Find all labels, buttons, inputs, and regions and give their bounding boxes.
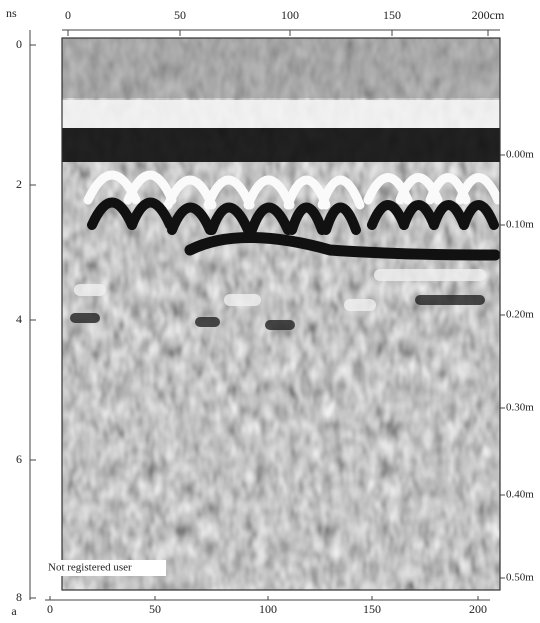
watermark-label: Not registered user xyxy=(48,562,132,574)
right-tick-label: 0.10m xyxy=(506,219,534,231)
right-tick-label: 0.40m xyxy=(506,489,534,501)
top-tick-label: 100 xyxy=(281,8,299,22)
left-tick-label: 8 xyxy=(16,590,22,604)
bottom-tick-label: 100 xyxy=(259,602,277,616)
bottom-tick-label: 200 xyxy=(469,602,487,616)
radargram-figure: ns 0 50 100 150 200cm 0 2 4 6 8 0.00m 0.10m 0.20m 0.30… xyxy=(0,0,540,623)
right-tick-label: 0.20m xyxy=(506,309,534,321)
right-tick-label: 0.00m xyxy=(506,149,534,161)
left-tick-label: 6 xyxy=(16,452,22,466)
left-tick-label: 4 xyxy=(16,312,22,326)
top-tick-label: 50 xyxy=(174,8,186,22)
bottom-tick-label: 0 xyxy=(47,602,53,616)
top-tick-label: 0 xyxy=(65,8,71,22)
left-tick-label: 0 xyxy=(16,37,22,51)
bottom-tick-label: 50 xyxy=(149,602,161,616)
left-tick-label: 2 xyxy=(16,177,22,191)
top-tick-label: 150 xyxy=(383,8,401,22)
corner-label: ns xyxy=(6,6,17,20)
right-tick-label: 0.30m xyxy=(506,402,534,414)
right-tick-label: 0.50m xyxy=(506,572,534,584)
bottom-corner-label: a xyxy=(11,604,17,618)
bottom-tick-label: 150 xyxy=(363,602,381,616)
top-tick-label: 200cm xyxy=(472,8,505,22)
radargram-image xyxy=(62,38,500,590)
